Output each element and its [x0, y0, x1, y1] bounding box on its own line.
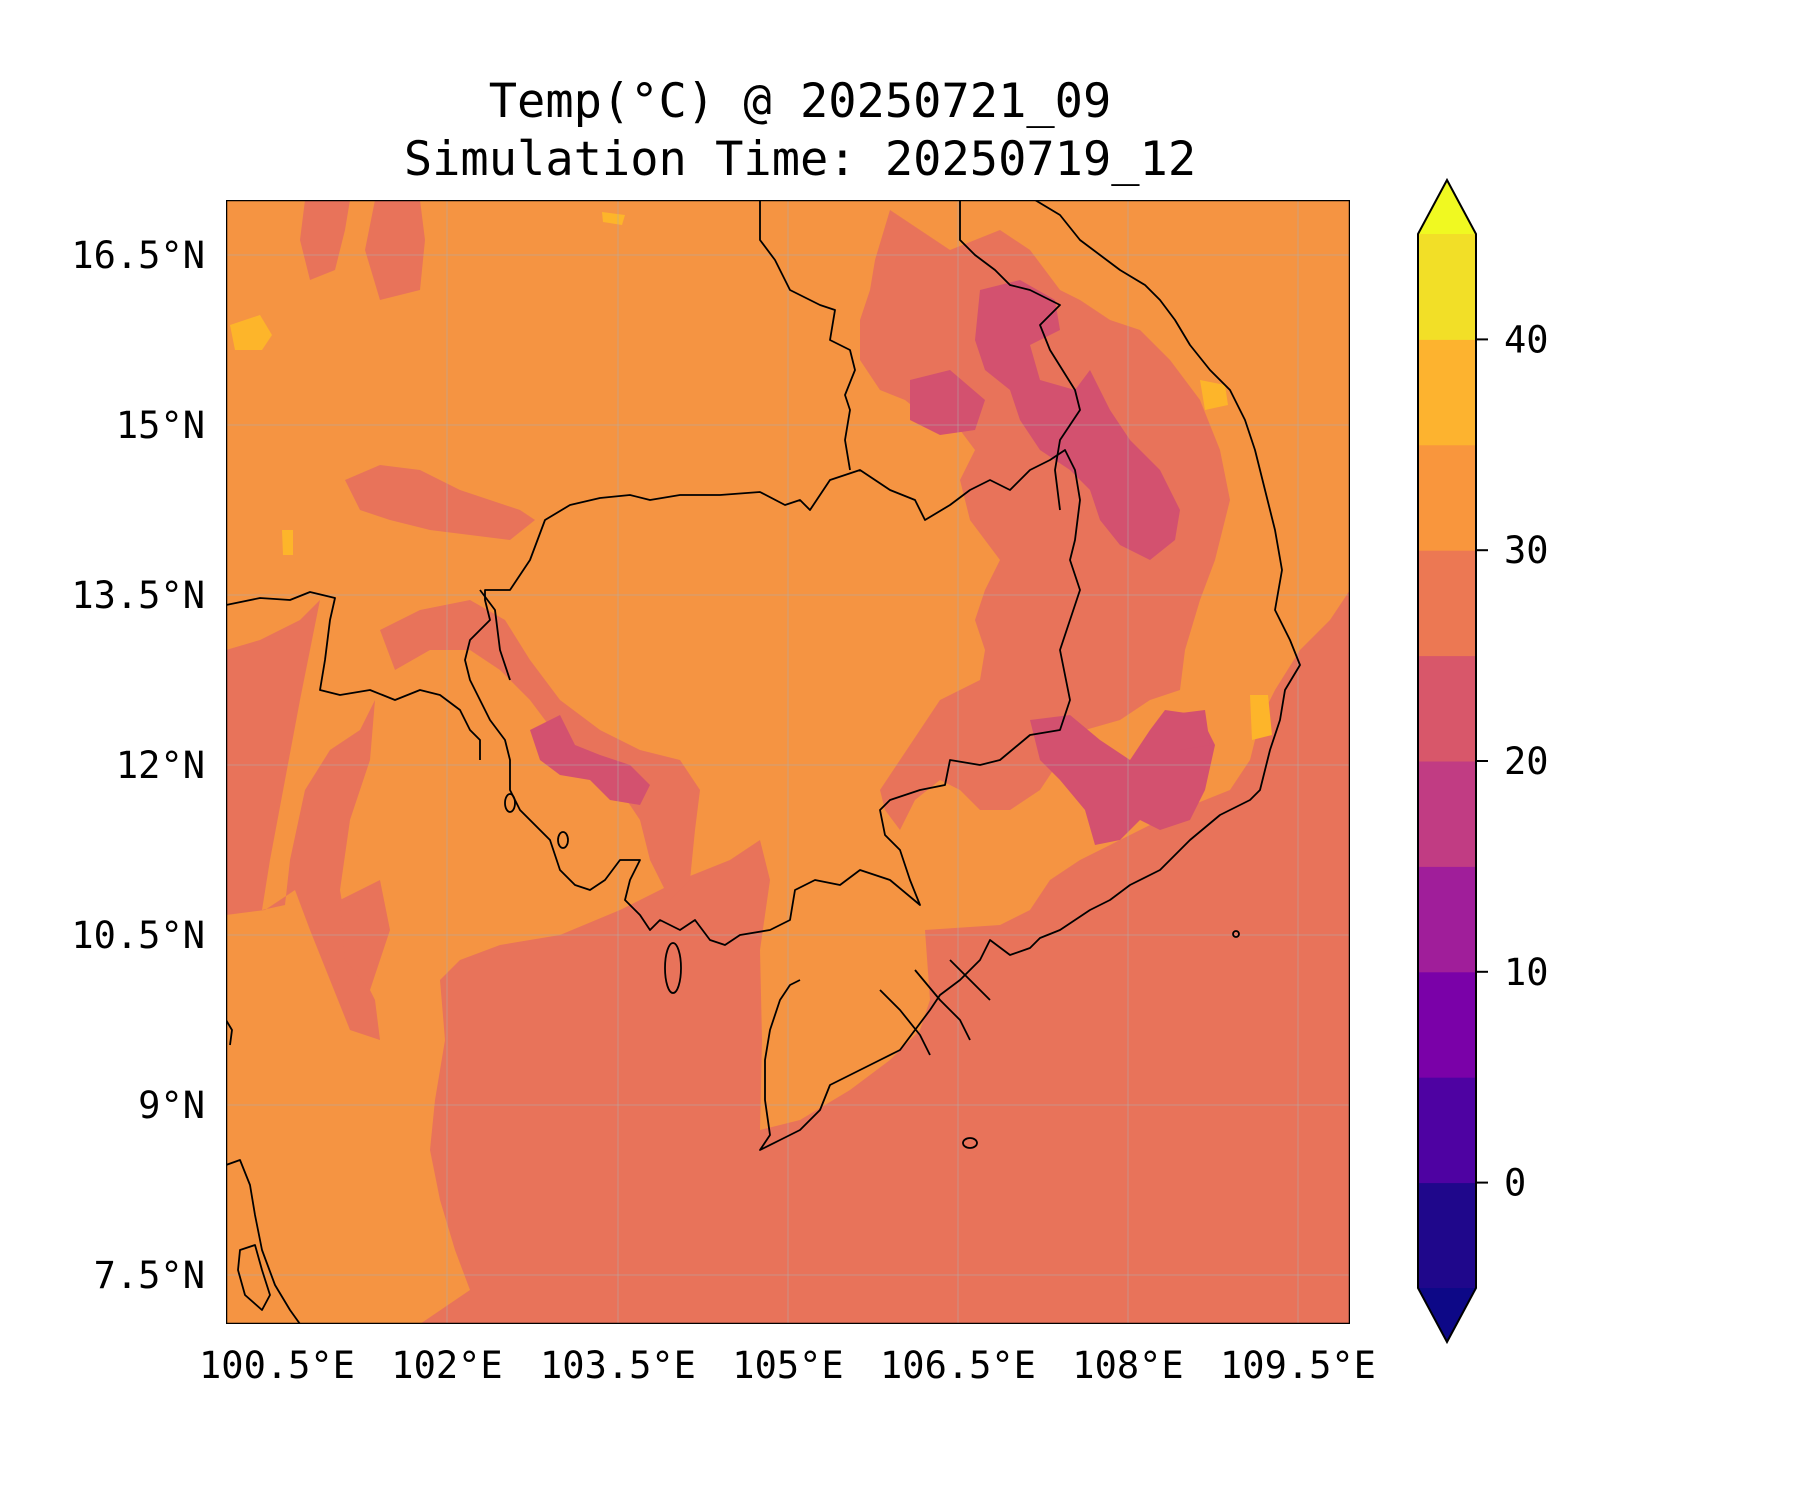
peninsula-coast — [226, 1159, 301, 1324]
colorbar-tick-label: 40 — [1504, 318, 1549, 361]
colorbar-tick-label: 10 — [1504, 951, 1549, 994]
island-2 — [557, 831, 569, 849]
field-20-25-vn — [1030, 710, 1215, 845]
lat-tick-label: 10.5°N — [71, 914, 205, 957]
field-25-30-north2 — [365, 200, 425, 300]
thai-border-2 — [479, 589, 511, 681]
field-20-25-vn2 — [1165, 710, 1210, 750]
field-25-30-west — [226, 600, 380, 1040]
field-35-40-west — [282, 530, 293, 555]
colorbar-band — [1418, 1182, 1476, 1289]
lat-axis: 16.5°N 15°N 13.5°N 12°N 10.5°N 9°N 7.5°N — [71, 234, 205, 1297]
thai-border — [226, 591, 481, 760]
cambodia-border — [464, 449, 1081, 946]
lon-tick-label: 105°E — [732, 1344, 843, 1387]
field-25-30-west-inlet — [340, 880, 390, 990]
lon-tick-label: 109.5°E — [1220, 1344, 1376, 1387]
lat-tick-label: 7.5°N — [94, 1254, 205, 1297]
lon-tick-label: 100.5°E — [199, 1344, 355, 1387]
delta-channel-2 — [914, 969, 971, 1041]
lon-tick-label: 106.5°E — [880, 1344, 1036, 1387]
colorbar-band — [1418, 655, 1476, 762]
lat-tick-label: 9°N — [138, 1084, 205, 1127]
peninsula-island — [237, 1244, 271, 1311]
colorbar: 40 30 20 10 0 — [1417, 177, 1549, 1345]
delta-channel-1 — [879, 989, 931, 1056]
island-4 — [1232, 930, 1240, 938]
field-20-25-laos2 — [910, 370, 985, 435]
field-25-30-highlands — [860, 210, 1230, 830]
delta-channel-3 — [949, 959, 991, 1001]
temperature-map — [226, 200, 1350, 1324]
west-coast-north — [226, 1019, 233, 1046]
map-subtitle: Simulation Time: 20250719_12 — [403, 132, 1197, 187]
field-25-30-north — [345, 465, 535, 540]
colorbar-extend-high — [1418, 180, 1476, 234]
colorbar-band — [1418, 1077, 1476, 1184]
field-20-25-laos — [975, 280, 1180, 560]
lon-tick-label: 103.5°E — [540, 1344, 696, 1387]
lon-tick-label: 108°E — [1072, 1344, 1183, 1387]
gridlines — [226, 200, 1350, 1324]
colorbar-tick-label: 20 — [1504, 740, 1549, 783]
field-25-30-border — [380, 600, 700, 900]
island-1 — [504, 793, 516, 813]
lat-tick-label: 13.5°N — [71, 574, 205, 617]
island-phu-quoc — [664, 942, 682, 994]
colorbar-outline — [1417, 177, 1477, 1345]
map-title: Temp(°C) @ 20250721_09 — [488, 74, 1112, 129]
lat-tick-label: 16.5°N — [71, 234, 205, 277]
field-20-25-cambodia — [530, 715, 650, 805]
laos-vn-border — [959, 200, 1081, 511]
field-35-40-nw — [230, 315, 272, 350]
colorbar-band — [1418, 971, 1476, 1078]
lon-tick-label: 102°E — [391, 1344, 502, 1387]
colorbar-band — [1418, 234, 1476, 340]
coastlines-borders — [226, 200, 1301, 1324]
laos-border — [759, 200, 856, 471]
colorbar-band — [1418, 761, 1476, 867]
field-35-40-coast — [1200, 380, 1228, 410]
colorbar-band — [1418, 550, 1476, 657]
colorbar-band — [1418, 339, 1476, 446]
field-35-40-coast2 — [1250, 695, 1272, 740]
field-25-30-northwest — [300, 200, 350, 280]
lat-tick-label: 15°N — [116, 404, 205, 447]
colorbar-extend-low — [1418, 1288, 1476, 1342]
field-25-30-sea — [420, 590, 1350, 1324]
colorbar-band — [1418, 866, 1476, 973]
colorbar-tick-label: 0 — [1504, 1162, 1526, 1205]
island-3 — [962, 1137, 978, 1149]
colorbar-band — [1418, 444, 1476, 551]
vietnam-coast — [759, 200, 1301, 1151]
field-35-40-north — [602, 212, 625, 225]
colorbar-tick-label: 30 — [1504, 529, 1549, 572]
lat-tick-label: 12°N — [116, 744, 205, 787]
lon-axis: 100.5°E 102°E 103.5°E 105°E 106.5°E 108°… — [199, 1344, 1376, 1387]
